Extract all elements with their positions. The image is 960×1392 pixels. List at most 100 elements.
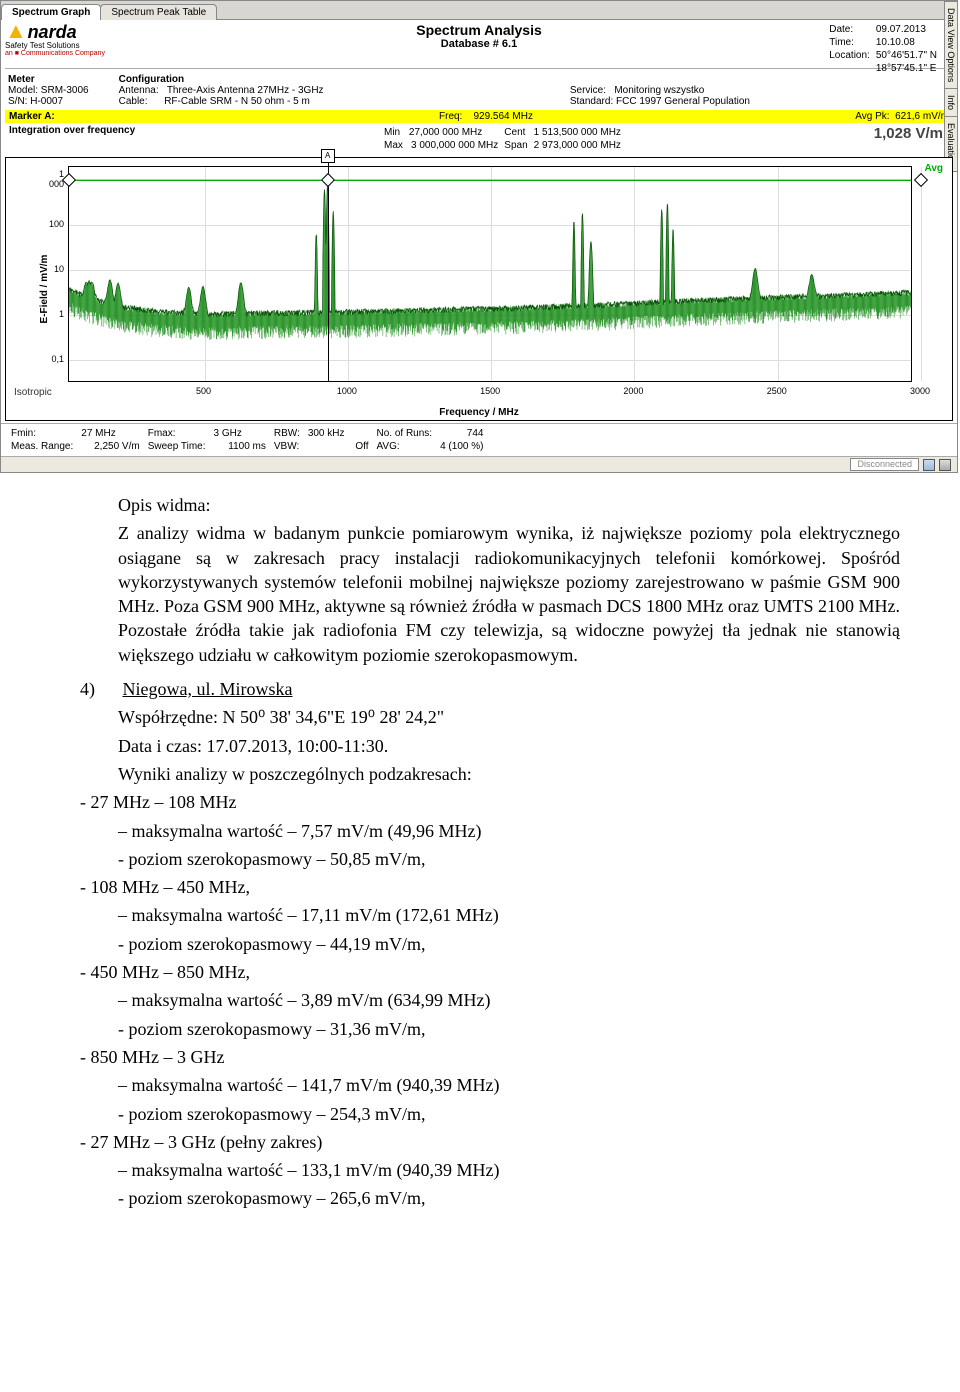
status-icon-1[interactable] (923, 459, 935, 471)
span-val: 2 973,000 000 MHz (534, 140, 625, 151)
marker-a-head[interactable]: A (321, 149, 335, 163)
y-tick: 100 (42, 219, 64, 229)
min-val: 27,000 000 MHz (409, 127, 502, 138)
mr-key: Meas. Range: (11, 441, 79, 452)
coordinates: Współrzędne: N 50⁰ 38' 34,6"E 19⁰ 28' 24… (118, 705, 900, 729)
rbw-val: 300 kHz (308, 428, 375, 439)
vbw-val: Off (308, 441, 375, 452)
runs-val: 744 (440, 428, 489, 439)
db-title: Database # 6.1 (1, 38, 957, 50)
x-tick: 1500 (480, 386, 500, 396)
marker-avgpk-key: Avg Pk: (855, 111, 889, 122)
cent-val: 1 513,500 000 MHz (534, 127, 625, 138)
model-val: SRM-3006 (41, 85, 89, 96)
range-5-bb: - poziom szerokopasmowy – 265,6 mV/m, (118, 1186, 900, 1210)
chart-header: Integration over frequency Min27,000 000… (1, 123, 957, 155)
cent-key: Cent (504, 127, 531, 138)
standard-val: FCC 1997 General Population (616, 96, 750, 107)
max-val: 3 000,000 000 MHz (409, 140, 502, 151)
marker-label: Marker A: (9, 111, 55, 122)
fmax-key: Fmax: (148, 428, 212, 439)
range-3-max: – maksymalna wartość – 3,89 mV/m (634,99… (118, 988, 900, 1012)
min-key: Min (384, 127, 407, 138)
spectrum-trace (69, 167, 911, 380)
loc-key: Location: (829, 50, 874, 61)
spectrum-chart[interactable]: E-Field / mV/m Frequency / MHz Isotropic… (5, 157, 953, 421)
fmin-key: Fmin: (11, 428, 79, 439)
marker-bar: Marker A: Freq: 929.564 MHz Avg Pk: 621,… (5, 110, 953, 123)
location-name: Niegowa, ul. Mirowska (123, 679, 293, 699)
analysis-text: Opis widma: Z analizy widma w badanym pu… (0, 473, 960, 1235)
item-number: 4) (80, 677, 118, 701)
integration-label: Integration over frequency (9, 125, 135, 153)
cable-val: RF-Cable SRM - N 50 ohm - 5 m (164, 96, 310, 107)
avg-legend: Avg (924, 163, 943, 174)
y-tick: 0,1 (42, 354, 64, 364)
x-tick: 2000 (623, 386, 643, 396)
range-5: - 27 MHz – 3 GHz (pełny zakres) (80, 1130, 900, 1154)
loc-val1: 50°46'51.7" N (876, 50, 941, 61)
standard-key: Standard: (570, 96, 613, 107)
range-1: - 27 MHz – 108 MHz (80, 790, 900, 814)
config-row: Meter Model: SRM-3006 S/N: H-0007 Config… (1, 71, 957, 110)
loc-val2: 18°57'45.1" E (876, 63, 941, 74)
model-key: Model: (8, 85, 38, 96)
range-4: - 850 MHz – 3 GHz (80, 1045, 900, 1069)
antenna-key: Antenna: (119, 85, 159, 96)
fmin-val: 27 MHz (81, 428, 145, 439)
opis-body: Z analizy widma w badanym punkcie pomiar… (118, 521, 900, 667)
avg-endpoint-diamond (914, 173, 928, 187)
range-3: - 450 MHz – 850 MHz, (80, 960, 900, 984)
results-heading: Wyniki analizy w poszczególnych podzakre… (118, 762, 900, 786)
x-tick: 500 (196, 386, 211, 396)
fmax-val: 3 GHz (214, 428, 272, 439)
y-tick: 10 (42, 264, 64, 274)
tabs-bar: Spectrum Graph Spectrum Peak Table (1, 1, 957, 20)
x-axis-label: Frequency / MHz (6, 407, 952, 418)
date-val: 09.07.2013 (876, 24, 941, 35)
range-3-bb: - poziom szerokopasmowy – 31,36 mV/m, (118, 1017, 900, 1041)
range-2-max: – maksymalna wartość – 17,11 mV/m (172,6… (118, 903, 900, 927)
y-tick: 1 (42, 309, 64, 319)
x-tick: 2500 (767, 386, 787, 396)
spectrum-analyzer-window: Data View Options Info Evaluation Spectr… (0, 0, 958, 473)
range-5-max: – maksymalna wartość – 133,1 mV/m (940,3… (118, 1158, 900, 1182)
connection-status: Disconnected (850, 458, 919, 471)
integration-value: 1,028 V/m (874, 125, 949, 153)
marker-avgpk-val: 621,6 mV/m (895, 111, 949, 122)
rbw-key: RBW: (274, 428, 306, 439)
session-metadata: Date:09.07.2013 Time:10.10.08 Location:5… (827, 22, 943, 76)
mr-val: 2,250 V/m (81, 441, 145, 452)
range-4-bb: - poziom szerokopasmowy – 254,3 mV/m, (118, 1102, 900, 1126)
side-tab-info[interactable]: Info (944, 88, 958, 117)
runs-key: No. of Runs: (377, 428, 439, 439)
meter-heading: Meter (8, 74, 35, 85)
sn-key: S/N: (8, 96, 27, 107)
time-key: Time: (829, 37, 874, 48)
header-block: ▲ narda Safety Test Solutions an ■ Commu… (1, 20, 957, 66)
bottom-info-bar: Fmin:27 MHz Fmax:3 GHz RBW:300 kHz No. o… (1, 423, 957, 456)
plot-area[interactable]: Avg A (68, 166, 912, 382)
config-heading: Configuration (119, 74, 185, 85)
time-val: 10.10.08 (876, 37, 941, 48)
span-key: Span (504, 140, 531, 151)
x-tick: 1000 (337, 386, 357, 396)
title-block: Spectrum Analysis Database # 6.1 (1, 22, 957, 50)
date-time: Data i czas: 17.07.2013, 10:00-11:30. (118, 734, 900, 758)
range-2-bb: - poziom szerokopasmowy – 44,19 mV/m, (118, 932, 900, 956)
marker-freq-val: 929.564 MHz (473, 111, 532, 122)
sn-val: H-0007 (30, 96, 63, 107)
isotropic-label: Isotropic (14, 387, 52, 398)
tab-spectrum-peak-table[interactable]: Spectrum Peak Table (100, 4, 217, 20)
status-icon-2[interactable] (939, 459, 951, 471)
cable-key: Cable: (119, 96, 148, 107)
avg-key: AVG: (377, 441, 439, 452)
service-key: Service: (570, 85, 606, 96)
st-val: 1100 ms (214, 441, 272, 452)
avg-val: 4 (100 %) (440, 441, 489, 452)
main-title: Spectrum Analysis (1, 22, 957, 38)
antenna-val: Three-Axis Antenna 27MHz - 3GHz (167, 85, 324, 96)
max-key: Max (384, 140, 407, 151)
logo-subtitle2: an ■ Communications Company (5, 50, 113, 57)
tab-spectrum-graph[interactable]: Spectrum Graph (1, 4, 101, 20)
